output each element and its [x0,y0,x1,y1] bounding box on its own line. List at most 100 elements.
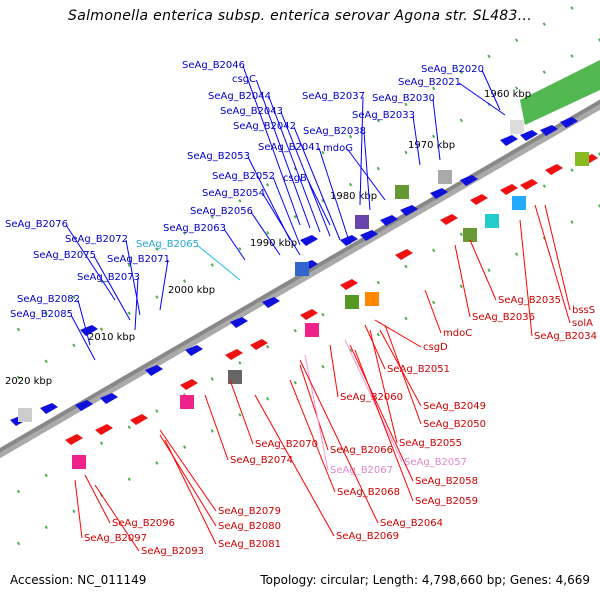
gene-label-lower: SeAg_B2068 [337,487,400,498]
leader-line [519,219,533,337]
leader-line [458,82,506,116]
leader-line [469,239,497,301]
tick-label: 1970 kbp [408,140,455,151]
gene-label-upper: SeAg_B2082 [17,294,80,305]
leader-line [299,359,379,524]
leader-line [374,319,422,348]
leader-line [134,277,139,331]
forward-gene-block [300,235,318,246]
gene-label-lower: SeAg_B2055 [399,438,462,449]
leader-line [229,379,254,445]
reverse-gene-block [395,249,413,260]
forward-gene-block [145,365,163,376]
forward-gene-block [540,125,558,136]
gene-label-upper: SeAg_B2085 [10,309,73,320]
forward-gene-block [520,130,538,141]
gene-label-lower: SeAg_B2049 [423,401,486,412]
gene-label-lower: bssS [572,305,595,316]
leader-line [77,299,91,346]
forward-gene-block [100,393,118,404]
leader-line [125,239,141,316]
leader-line [94,484,140,552]
gene-label-lower: SeAg_B2064 [380,518,443,529]
tick-label: 1980 kbp [330,191,377,202]
leader-line [359,96,364,206]
feature-box [365,292,379,306]
tick-label: 2000 kbp [168,285,215,296]
feature-box [395,185,409,199]
feature-box [355,215,369,229]
gene-label-upper: SeAg_B2033 [352,110,415,121]
leader-line [329,344,339,398]
leader-line [304,354,329,471]
gene-label-upper: SeAg_B2053 [187,151,250,162]
leader-line [164,439,217,545]
feature-box [510,120,524,134]
leader-line [346,148,386,201]
leader-line [70,314,96,361]
gene-label-lower: SeAg_B2069 [336,531,399,542]
leader-line [424,289,442,334]
leader-line [363,131,371,211]
gene-label-upper: csgC [232,74,256,85]
leader-line [250,211,281,256]
feature-box [463,228,477,242]
gene-label-upper: SeAg_B2037 [302,91,365,102]
accession-text: Accession: NC_011149 [10,573,147,587]
leader-line [255,79,311,229]
forward-gene-block [262,297,280,308]
reverse-gene-block [250,339,268,350]
leader-line [65,224,116,301]
gene-label-lower: SeAg_B2079 [218,506,281,517]
forward-gene-block [75,400,93,411]
gene-label-lower: SeAg_B2066 [330,445,393,456]
leader-line [349,344,414,482]
gene-label-lower: solA [572,318,593,329]
leader-line [223,228,246,261]
gene-label-upper: SeAg_B2038 [303,126,366,137]
forward-gene-block [80,325,98,336]
leader-line [454,244,471,318]
leader-line [432,98,441,161]
feature-box [228,370,242,384]
reverse-gene-block [225,349,243,360]
feature-box [180,395,194,409]
forward-gene-block [430,188,448,199]
leader-line [293,126,341,241]
leader-line [242,65,301,226]
gene-label-lower: SeAg_B2035 [498,295,561,306]
forward-gene-block [185,345,203,356]
feature-box [485,214,499,228]
leader-line [412,115,421,166]
reverse-gene-block [440,214,458,225]
leader-line [272,176,301,246]
forward-gene-block [380,215,398,226]
leader-line [262,193,301,256]
gene-label-lower: SeAg_B2093 [141,546,204,557]
feature-box [438,170,452,184]
gene-label-lower: SeAg_B2059 [415,496,478,507]
leader-line [159,429,217,512]
reverse-gene-block [520,179,538,190]
gene-label-upper: SeAg_B2056 [190,206,253,217]
leader-line [544,204,571,311]
gene-label-upper: SeAg_B2065 [136,239,199,250]
tick-label: 1990 kbp [250,238,297,249]
feature-box [305,323,319,337]
gene-label-lower: SeAg_B2050 [423,419,486,430]
rrna-cluster-block [520,60,600,125]
leader-line [254,394,335,537]
gene-label-upper: SeAg_B2054 [202,188,265,199]
gene-label-upper: SeAg_B2041 [258,142,321,153]
leader-line [196,244,241,281]
gene-label-upper: SeAg_B2071 [107,254,170,265]
leader-line [534,204,571,324]
gene-label-lower: SeAg_B2067 [330,465,393,476]
gene-label-lower: SeAg_B2096 [112,518,175,529]
gene-label-lower: SeAg_B2051 [387,364,450,375]
gene-label-lower: csgD [423,342,448,353]
leader-line [93,255,131,321]
tick-label: 2010 kbp [88,332,135,343]
reverse-gene-block [470,194,488,205]
forward-gene-block [230,317,248,328]
